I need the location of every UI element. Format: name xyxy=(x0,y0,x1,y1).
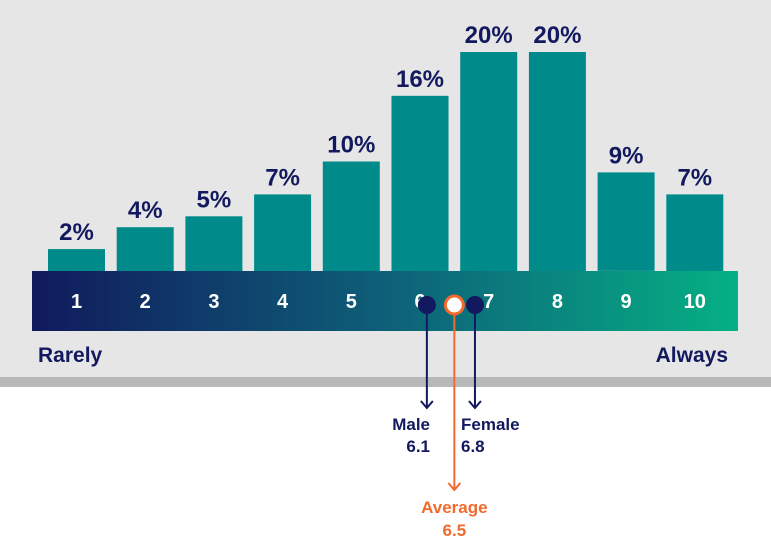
scale-end-label: Always xyxy=(656,344,728,367)
bar-3 xyxy=(185,216,243,272)
marker-arrowhead-average xyxy=(447,482,462,492)
scale-number-2: 2 xyxy=(140,291,151,313)
scale-number-8: 8 xyxy=(552,291,563,313)
bar-value-label-6: 16% xyxy=(396,66,444,93)
marker-female: Female 6.8 xyxy=(461,296,520,456)
bar-8 xyxy=(528,52,586,271)
scale-number-10: 10 xyxy=(684,291,706,313)
bar-value-label-8: 20% xyxy=(533,22,581,49)
scale-band xyxy=(32,271,738,331)
scale-number-3: 3 xyxy=(208,291,219,313)
panel-divider xyxy=(0,377,771,387)
marker-name-average: Average xyxy=(421,498,487,517)
bar-value-label-5: 10% xyxy=(327,132,375,159)
marker-arrowhead-female xyxy=(468,400,482,410)
markers-group: Male 6.1 Female 6.8 Average 6.5 xyxy=(392,294,520,540)
bars-group xyxy=(48,52,724,272)
bar-9 xyxy=(597,172,655,271)
bar-value-label-3: 5% xyxy=(197,186,232,213)
marker-dot-female xyxy=(465,296,484,314)
bar-6 xyxy=(391,95,449,271)
scale-number-1: 1 xyxy=(71,291,82,313)
scale-start-label: Rarely xyxy=(38,344,103,367)
bar-5 xyxy=(322,161,380,271)
bar-value-label-1: 2% xyxy=(59,219,94,246)
bar-value-label-2: 4% xyxy=(128,197,163,224)
marker-dot-average xyxy=(443,294,465,316)
marker-name-male: Male xyxy=(392,415,430,434)
marker-dot-male xyxy=(417,296,436,314)
bar-10 xyxy=(666,194,724,271)
marker-name-female: Female xyxy=(461,415,520,434)
bar-7 xyxy=(460,52,518,271)
bar-value-label-9: 9% xyxy=(609,142,644,169)
scale-number-4: 4 xyxy=(277,291,289,313)
bar-labels-group: 2% 4% 5% 7% 10% 16% 20% 20% 9% 7% xyxy=(59,22,712,246)
scale-number-9: 9 xyxy=(621,291,632,313)
bar-value-label-7: 20% xyxy=(465,22,513,49)
marker-value-female: 6.8 xyxy=(461,437,485,456)
bar-value-label-10: 7% xyxy=(677,164,712,191)
bar-4 xyxy=(254,194,312,271)
scale-number-5: 5 xyxy=(346,291,357,313)
bar-2 xyxy=(116,227,174,271)
marker-average: Average 6.5 xyxy=(421,294,488,540)
marker-value-average: 6.5 xyxy=(443,521,467,540)
scale-number-7: 7 xyxy=(483,291,494,313)
bar-value-label-4: 7% xyxy=(265,164,300,191)
marker-male: Male 6.1 xyxy=(392,296,436,456)
bar-1 xyxy=(48,249,105,271)
marker-arrowhead-male xyxy=(420,400,434,410)
marker-value-male: 6.1 xyxy=(406,437,430,456)
